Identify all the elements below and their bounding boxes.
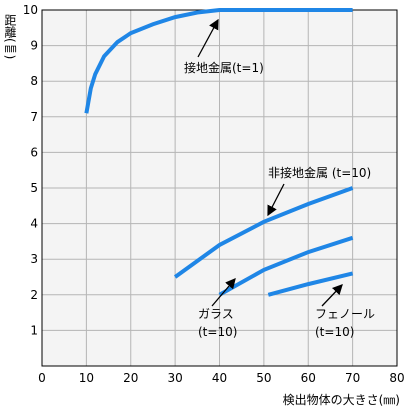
y-tick-label: 2 (30, 288, 38, 302)
y-tick-label: 9 (30, 39, 38, 53)
arrow (321, 284, 343, 307)
annotation: (t=10) (198, 325, 237, 339)
x-tick-label: 30 (167, 371, 182, 385)
annotation: ガラス (198, 307, 234, 321)
line (84, 8, 353, 114)
y-tick-label: 4 (30, 217, 38, 231)
x-tick-label: 80 (389, 371, 404, 385)
annotation: フェノール (315, 307, 375, 321)
x-tick-label: 40 (212, 371, 227, 385)
annotation: (t=10) (315, 325, 354, 339)
x-tick-label: 50 (256, 371, 271, 385)
line (173, 186, 354, 279)
x-tick-label: 60 (301, 371, 316, 385)
arrow (197, 18, 219, 58)
y-tick-label: 6 (30, 145, 38, 159)
annotation: 非接地金属 (t=10) (268, 165, 371, 180)
y-tick-label: 5 (30, 181, 38, 195)
arrow (267, 183, 285, 217)
x-tick-label: 0 (38, 371, 46, 385)
line (218, 235, 354, 297)
x-tick-label: 10 (79, 371, 94, 385)
y-tick-label: 1 (30, 323, 38, 337)
x-axis-label: 検出物体の大きさ(㎜) (283, 393, 400, 407)
arrow (211, 278, 236, 307)
y-axis-label: 距離(㎜) (3, 14, 17, 59)
line (267, 271, 354, 297)
y-tick-label: 10 (23, 3, 38, 17)
y-tick-label: 7 (30, 110, 38, 124)
y-tick-label: 3 (30, 252, 38, 266)
x-tick-label: 70 (345, 371, 360, 385)
y-tick-label: 8 (30, 74, 38, 88)
x-tick-label: 20 (123, 371, 138, 385)
annotation: 接地金属(t=1) (184, 60, 264, 75)
